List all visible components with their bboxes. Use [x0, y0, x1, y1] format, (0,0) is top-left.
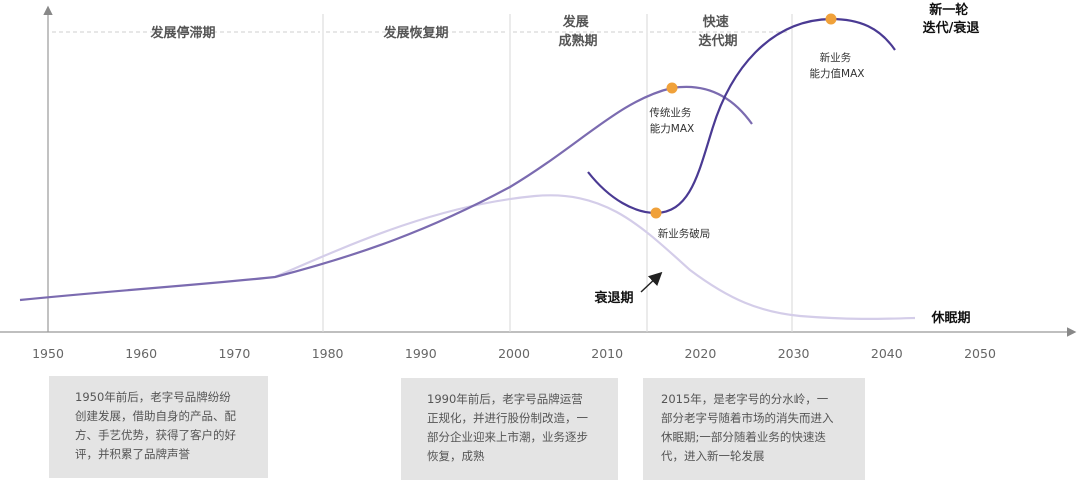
- x-tick-label: 1950: [32, 346, 64, 361]
- breakthrough-label: 新业务破局: [658, 227, 711, 240]
- phase-label-next-round: 新一轮 迭代/衰退: [923, 2, 980, 36]
- x-tick-label: 1980: [312, 346, 344, 361]
- note-line: 部分企业迎来上市潮，业务逐步: [427, 430, 588, 444]
- note-line: 评，并积累了品牌声誉: [75, 447, 190, 461]
- note-line: 方、手艺优势，获得了客户的好: [75, 428, 236, 442]
- x-tick-label: 2010: [591, 346, 623, 361]
- note-line: 代，进入新一轮发展: [661, 449, 765, 463]
- phase-label-iteration: 快速 迭代期: [698, 14, 737, 49]
- note-line: 2015年，是老字号的分水岭，一: [661, 392, 829, 406]
- traditional-max-label: 传统业务 能力MAX: [649, 106, 694, 135]
- decline-label: 衰退期: [593, 290, 633, 306]
- note-line: 正规化，并进行股份制改造，一: [427, 411, 588, 425]
- dormant-label: 休眠期: [930, 310, 970, 326]
- x-tick-label: 2020: [684, 346, 716, 361]
- x-tick-label: 2000: [498, 346, 530, 361]
- new-max-label: 新业务 能力值MAX: [810, 51, 865, 80]
- note-line: 1950年前后，老字号品牌纷纷: [75, 390, 231, 404]
- note-line: 创建发展，借助自身的产品、配: [75, 409, 236, 423]
- note-line: 部分老字号随着市场的消失而进入: [661, 411, 834, 425]
- decline-curve: [274, 194, 916, 320]
- phase-label-recovery: 发展恢复期: [382, 25, 448, 41]
- phase-label-stagnation: 发展停滞期: [149, 25, 215, 41]
- new-business-curve: [587, 17, 896, 215]
- x-tick-label: 2050: [964, 346, 996, 361]
- x-tick-label: 1970: [218, 346, 250, 361]
- new-max-marker: [825, 13, 837, 25]
- note-2015: 2015年，是老字号的分水岭，一 部分老字号随着市场的消失而进入 休眠期;一部分…: [643, 378, 865, 480]
- x-tick-label: 2030: [778, 346, 810, 361]
- x-axis-ticks: 1950 1960 1970 1980 1990 2000 2010 2020 2030 2040…: [32, 346, 996, 361]
- x-tick-label: 1960: [125, 346, 157, 361]
- decline-arrow: [640, 271, 663, 293]
- x-tick-label: 2040: [871, 346, 903, 361]
- note-line: 恢复，成熟: [427, 449, 485, 463]
- note-1990: 1990年前后，老字号品牌运营 正规化，并进行股份制改造，一 部分企业迎来上市潮…: [401, 378, 618, 480]
- x-tick-label: 1990: [405, 346, 437, 361]
- note-1950: 1950年前后，老字号品牌纷纷 创建发展，借助自身的产品、配 方、手艺优势，获得…: [49, 376, 268, 478]
- note-line: 休眠期;一部分随着业务的快速迭: [661, 430, 826, 444]
- traditional-business-curve: [19, 85, 753, 302]
- phase-label-mature: 发展 成熟期: [558, 14, 597, 49]
- new-breakthrough-marker: [650, 207, 662, 219]
- note-line: 1990年前后，老字号品牌运营: [427, 392, 583, 406]
- traditional-max-marker: [666, 82, 678, 94]
